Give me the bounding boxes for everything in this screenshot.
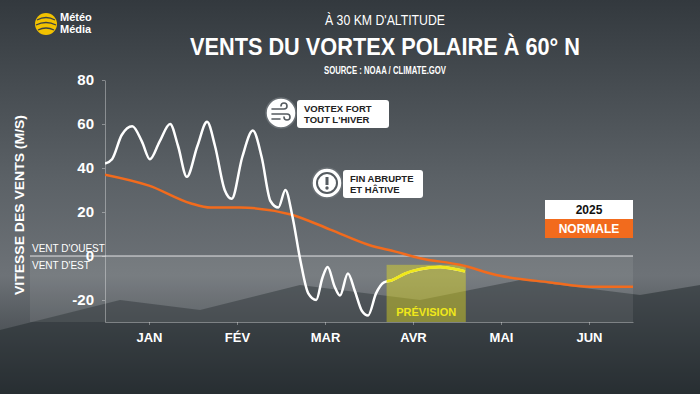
x-axis-line [106,322,634,323]
chart-container: MétéoMédia À 30 KM D'ALTITUDE VENTS DU VOR… [0,0,700,394]
subtitle: À 30 KM D'ALTITUDE [325,12,445,28]
line-series [105,122,465,316]
annotation: VORTEX FORTTOUT L'HIVER [266,98,389,128]
y-tick-mark [102,212,105,213]
x-tick-label: FÉV [225,330,251,345]
y-tick: 40 [77,159,105,176]
annotation-icon [312,168,342,198]
logo-text: Média [60,23,92,35]
y-tick-mark [102,80,105,81]
annotation-text: ET HÂTIVE [350,184,400,195]
x-tick: AVR [400,322,427,345]
logo: MétéoMédia [35,11,92,35]
plot-area [105,122,633,322]
legend-swatch [545,219,633,238]
wind-divider [30,256,633,257]
x-tick: MAI [490,322,514,345]
forecast-line-group [387,122,465,316]
y-tick-label: 20 [77,203,94,220]
annotation-text: TOUT L'HIVER [304,114,370,125]
x-tick: JUN [576,322,602,345]
x-tick-label: MAI [490,330,514,345]
y-tick: 80 [77,71,105,88]
forecast-line [387,122,465,316]
y-tick-label: 40 [77,159,94,176]
x-tick-mark [589,322,590,325]
forecast-label: PRÉVISION [396,306,456,318]
alert-ring [317,173,337,193]
y-tick: 0 [86,247,105,264]
legend-label: 2025 [576,203,603,217]
y-tick-mark [102,168,105,169]
annotation-text: VORTEX FORT [304,103,372,114]
alert-dot [325,186,328,189]
chart-svg: MétéoMédia À 30 KM D'ALTITUDE VENTS DU VOR… [0,0,700,394]
x-tick-mark [501,322,502,325]
x-tick-label: MAR [311,330,341,345]
forecast-region [387,265,466,322]
x-tick: JAN [136,322,162,345]
annotation-box [343,170,423,198]
alert-bar [326,177,329,185]
annotation-box [297,100,389,128]
y-tick-mark [102,300,105,301]
x-tick-mark [413,322,414,325]
background [0,0,700,394]
y-tick-mark [102,256,105,257]
x-tick-label: JAN [136,330,162,345]
annotation-icon [266,98,296,128]
wind-icon [272,103,290,120]
legend: 2025 NORMALE [545,200,633,238]
legend-label: NORMALE [559,222,620,236]
y-tick: 20 [77,203,105,220]
x-tick-mark [237,322,238,325]
logo-text: Météo [60,11,92,23]
y-axis: -20 0 20 40 60 80 [72,71,105,322]
y-tick-label: -20 [72,291,94,308]
x-tick-label: JUN [576,330,602,345]
y-tick-mark [102,124,105,125]
x-tick: MAR [311,322,341,345]
x-tick-mark [149,322,150,325]
logo-icon-lines [36,18,56,31]
x-tick-mark [325,322,326,325]
title: VENTS DU VORTEX POLAIRE À 60° N [190,33,580,60]
y-tick: 60 [77,115,105,132]
y-tick-label: 80 [77,71,94,88]
y-tick: -20 [72,291,105,308]
legend-swatch [545,200,633,219]
wind-label: VENT D'EST [32,260,90,271]
x-axis: JAN FÉV MAR AVR MAI JUN [106,322,634,345]
y-tick-label: 60 [77,115,94,132]
logo-icon [35,13,57,35]
line-series [105,175,633,287]
annotation: FIN ABRUPTEET HÂTIVE [312,168,423,198]
source: SOURCE : NOAA / CLIMATE.GOV [324,65,446,76]
x-tick-label: AVR [400,330,427,345]
y-tick-label: 0 [86,247,94,264]
x-tick: FÉV [225,322,251,345]
y-axis-line [105,81,106,323]
annotation-text: FIN ABRUPTE [350,173,414,184]
east-band [30,256,633,322]
y-axis-title: VITESSE DES VENTS (M/S) [12,115,27,295]
